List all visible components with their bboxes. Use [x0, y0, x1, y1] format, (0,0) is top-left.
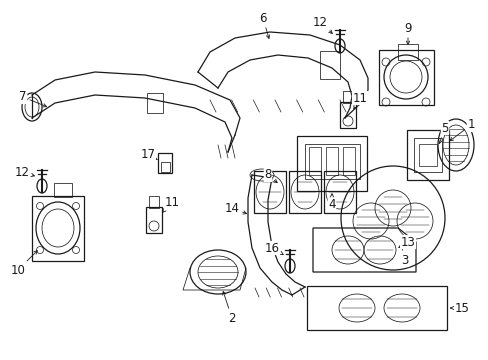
Bar — [296, 135, 366, 190]
Bar — [147, 93, 163, 113]
Bar — [342, 91, 352, 103]
Bar — [253, 171, 285, 213]
Bar — [418, 144, 436, 166]
Bar — [54, 183, 72, 197]
Text: 6: 6 — [259, 12, 269, 39]
Text: 9: 9 — [404, 22, 411, 44]
Text: 14: 14 — [224, 202, 246, 215]
Bar — [32, 195, 84, 261]
Bar — [406, 130, 448, 180]
Bar — [339, 102, 355, 128]
Bar — [160, 162, 169, 172]
Text: 15: 15 — [450, 302, 468, 315]
Bar — [397, 44, 417, 60]
Text: 1: 1 — [449, 118, 474, 141]
Text: 12: 12 — [312, 15, 332, 33]
Text: 13: 13 — [398, 235, 415, 248]
Text: 11: 11 — [352, 91, 367, 109]
Bar — [308, 147, 320, 175]
Text: 2: 2 — [222, 292, 235, 324]
Bar — [158, 153, 172, 173]
Bar — [288, 171, 320, 213]
Bar — [319, 51, 339, 79]
Bar — [413, 138, 441, 172]
Text: 16: 16 — [264, 242, 283, 255]
Text: 5: 5 — [438, 122, 448, 144]
Bar — [149, 196, 159, 208]
Bar — [146, 207, 162, 233]
Text: 8: 8 — [264, 168, 277, 183]
Text: 10: 10 — [11, 251, 37, 276]
Text: 4: 4 — [327, 194, 335, 211]
Text: 17: 17 — [140, 148, 157, 162]
Text: 12: 12 — [15, 166, 34, 179]
Bar — [304, 144, 359, 179]
Bar — [324, 171, 355, 213]
Text: 3: 3 — [399, 244, 408, 266]
Bar — [342, 147, 354, 175]
Bar — [325, 147, 337, 175]
Text: 11: 11 — [162, 195, 179, 212]
Bar — [378, 49, 433, 104]
Text: 7: 7 — [19, 90, 46, 107]
